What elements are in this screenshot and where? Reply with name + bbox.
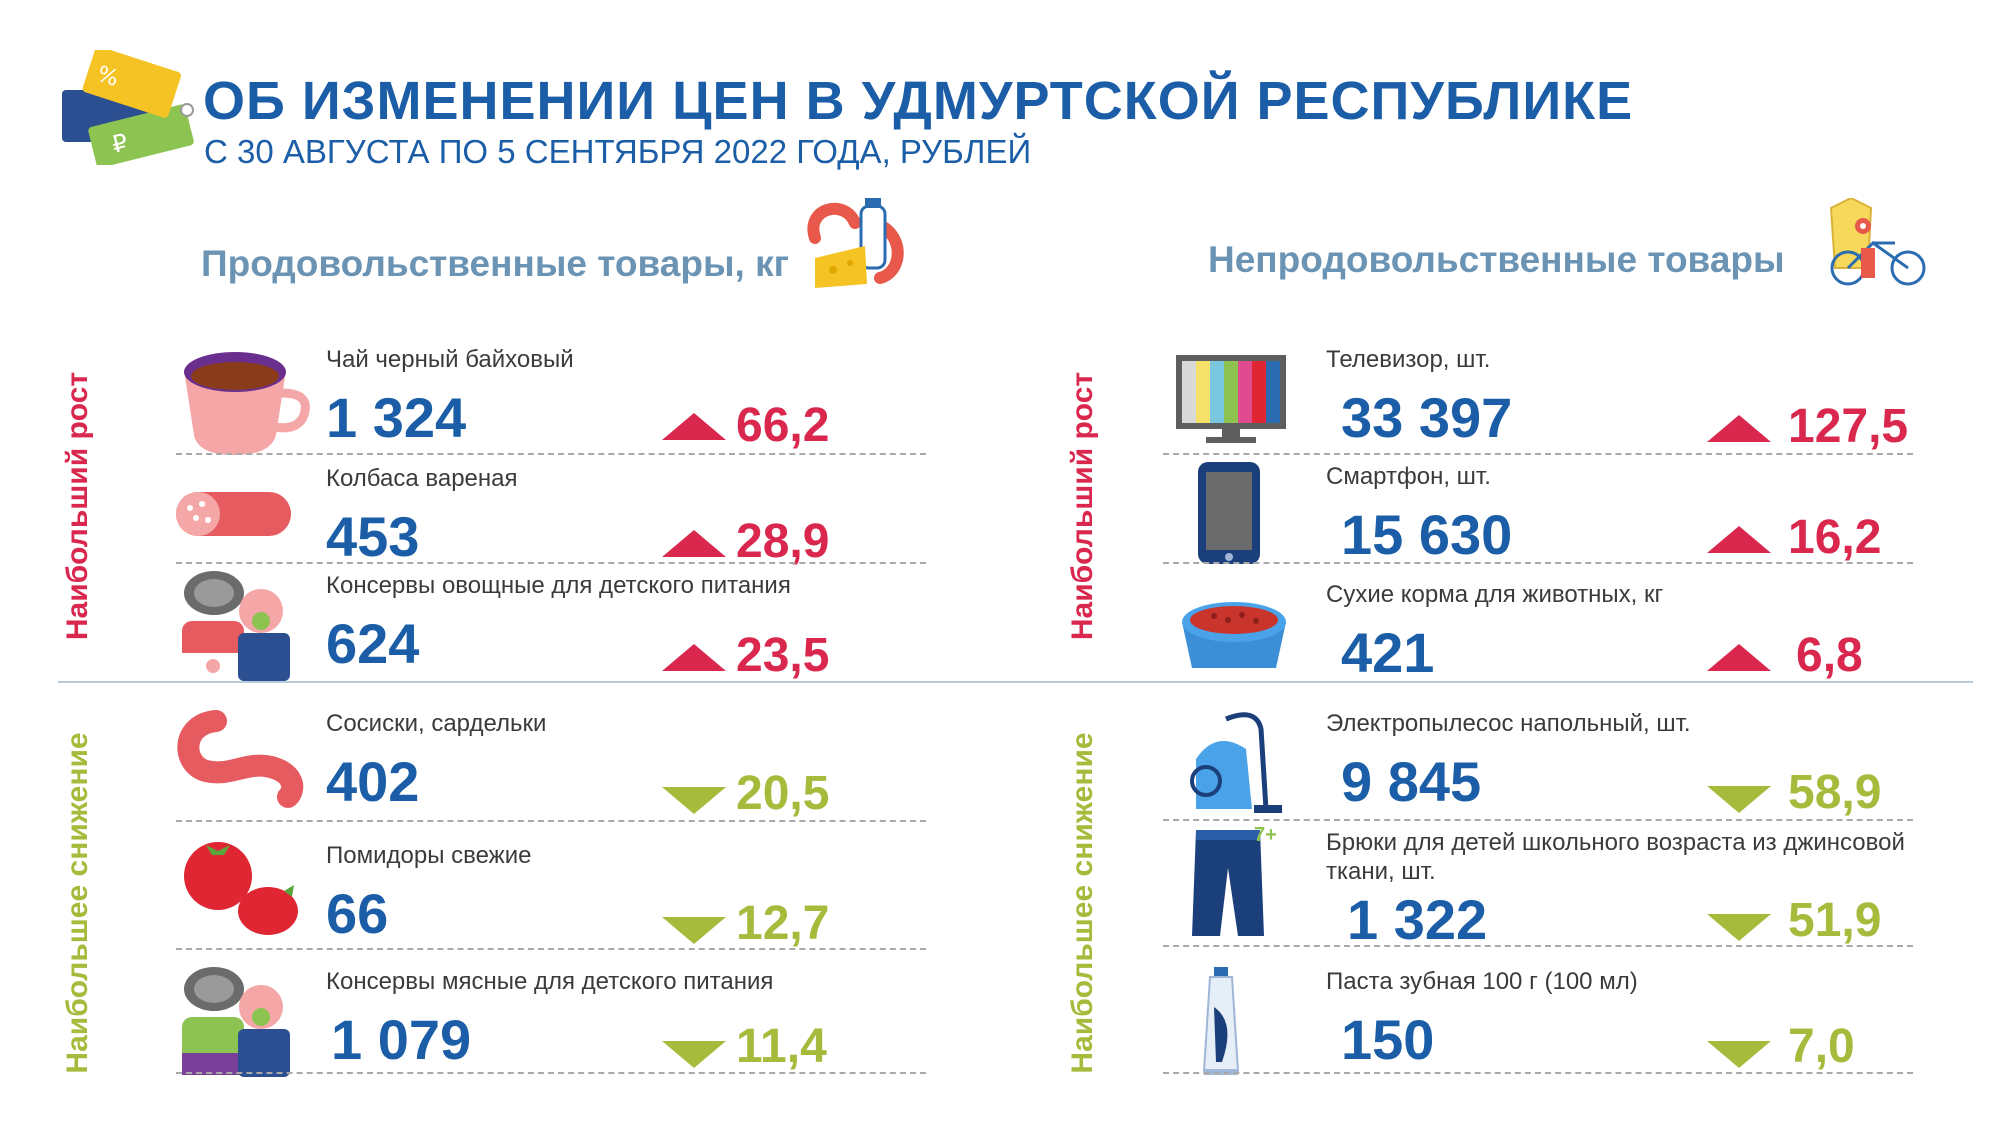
sausages-icon	[177, 710, 304, 808]
baby-food-can-icon	[182, 571, 290, 681]
item-name: Электропылесос напольный, шт.	[1326, 710, 1691, 737]
item-name: Брюки для детей школьного возраста из дж…	[1326, 829, 1905, 885]
price-row-tomatoes: Помидоры свежие 66 12,7	[176, 841, 936, 959]
increase-arrow-icon	[1707, 526, 1771, 553]
item-name: Сосиски, сардельки	[326, 710, 547, 737]
price-row-vacuum: Электропылесос напольный, шт. 9 845 58,9	[1163, 709, 1936, 827]
item-name: Консервы мясные для детского питания	[326, 968, 774, 995]
item-price: 1 322	[1347, 888, 1488, 951]
age-badge: 7+	[1254, 824, 1277, 846]
price-change: 28,9	[736, 515, 830, 568]
item-name: Помидоры свежие	[326, 842, 532, 869]
price-row-toothpaste: Паста зубная 100 г (100 мл) 150 7,0	[1163, 967, 1936, 1085]
price-change: 16,2	[1788, 511, 1882, 564]
item-price: 9 845	[1341, 750, 1482, 813]
row-separator	[176, 562, 926, 564]
groceries-icon	[807, 198, 904, 288]
svg-text:₽: ₽	[109, 128, 131, 159]
price-change: 58,9	[1788, 766, 1882, 819]
tea-cup-icon	[184, 352, 310, 455]
item-price: 66	[326, 882, 389, 945]
increase-arrow-icon	[662, 413, 726, 440]
price-row-tea: Чай черный байховый 1 324 66,2	[176, 345, 936, 463]
price-change: 66,2	[736, 399, 830, 452]
toothpaste-icon	[1202, 967, 1240, 1075]
tv-icon	[1176, 355, 1286, 443]
item-name: Телевизор, шт.	[1326, 346, 1491, 373]
price-change: 12,7	[736, 897, 830, 950]
decrease-arrow-icon	[1707, 914, 1771, 941]
item-price: 453	[326, 505, 420, 568]
item-name: Чай черный байховый	[326, 346, 574, 373]
decrease-arrow-icon	[662, 1041, 726, 1068]
page-subtitle: С 30 АВГУСТА ПО 5 СЕНТЯБРЯ 2022 ГОДА, РУ…	[204, 133, 1032, 170]
price-row-pet-food: Сухие корма для животных, кг 421 6,8	[1176, 580, 1936, 698]
price-change: 6,8	[1796, 629, 1863, 682]
price-change: 23,5	[736, 629, 830, 682]
row-separator	[1163, 1072, 1913, 1074]
jeans-icon	[1192, 830, 1264, 936]
row-separator	[176, 820, 926, 822]
item-price: 15 630	[1341, 503, 1513, 566]
price-change: 7,0	[1788, 1020, 1855, 1073]
food-section-title: Продовольственные товары, кг	[201, 243, 790, 284]
decline-label-food: Наибольшее снижение	[61, 732, 94, 1074]
item-name: Консервы овощные для детского питания	[326, 572, 791, 599]
sausage-icon	[176, 492, 291, 536]
increase-arrow-icon	[662, 644, 726, 671]
item-price: 150	[1341, 1008, 1435, 1071]
price-row-jeans: 7+ Брюки для детей школьного возраста из…	[1163, 824, 1936, 951]
price-row-tv: Телевизор, шт. 33 397 127,5	[1163, 345, 1936, 463]
item-name: Паста зубная 100 г (100 мл)	[1326, 968, 1638, 995]
row-separator	[176, 948, 926, 950]
nonfood-section-title: Непродовольственные товары	[1208, 239, 1785, 280]
decrease-arrow-icon	[1707, 786, 1771, 813]
page-title: ОБ ИЗМЕНЕНИИ ЦЕН В УДМУРТСКОЙ РЕСПУБЛИКЕ	[203, 71, 1634, 131]
clothes-bicycle-icon	[1829, 198, 1926, 286]
price-change: 20,5	[736, 767, 830, 820]
row-separator	[176, 453, 926, 455]
increase-arrow-icon	[1707, 415, 1771, 442]
growth-label-food: Наибольший рост	[61, 371, 94, 641]
row-separator	[176, 1072, 926, 1074]
row-separator	[1163, 453, 1913, 455]
price-change: 127,5	[1788, 400, 1909, 453]
price-change: 11,4	[736, 1020, 827, 1073]
baby-food-can-icon	[182, 967, 290, 1077]
decrease-arrow-icon	[662, 787, 726, 814]
item-price: 402	[326, 750, 420, 813]
price-row-smartphone: Смартфон, шт. 15 630 16,2	[1163, 462, 1936, 580]
tomato-icon	[184, 842, 298, 935]
decline-label-nonfood: Наибольшее снижение	[1066, 732, 1099, 1074]
smartphone-icon	[1198, 462, 1260, 564]
increase-arrow-icon	[1707, 644, 1771, 671]
item-price: 421	[1341, 621, 1435, 684]
row-separator	[1163, 819, 1913, 821]
item-price: 33 397	[1341, 386, 1513, 449]
row-separator	[1163, 562, 1913, 564]
decrease-arrow-icon	[662, 917, 726, 944]
price-change: 51,9	[1788, 894, 1882, 947]
row-separator	[1163, 945, 1913, 947]
growth-label-nonfood: Наибольший рост	[1066, 371, 1099, 641]
item-price: 1 324	[326, 386, 467, 449]
vacuum-cleaner-icon	[1190, 712, 1282, 813]
decrease-arrow-icon	[1707, 1041, 1771, 1068]
pet-food-bowl-icon	[1182, 602, 1286, 668]
item-name: Сухие корма для животных, кг	[1326, 581, 1664, 608]
item-name: Смартфон, шт.	[1326, 463, 1491, 490]
item-name: Колбаса вареная	[326, 465, 518, 492]
item-price: 1 079	[331, 1008, 472, 1071]
section-divider	[58, 681, 1973, 683]
item-price: 624	[326, 612, 420, 675]
price-row-meat-baby-food: Консервы мясные для детского питания 1 0…	[176, 967, 936, 1085]
price-row-sausage: Колбаса вареная 453 28,9	[176, 464, 936, 582]
increase-arrow-icon	[662, 530, 726, 557]
price-row-sausages: Сосиски, сардельки 402 20,5	[176, 709, 936, 827]
price-row-veg-baby-food: Консервы овощные для детского питания 62…	[176, 571, 936, 689]
price-tags-logo: ₽ %	[62, 50, 194, 165]
